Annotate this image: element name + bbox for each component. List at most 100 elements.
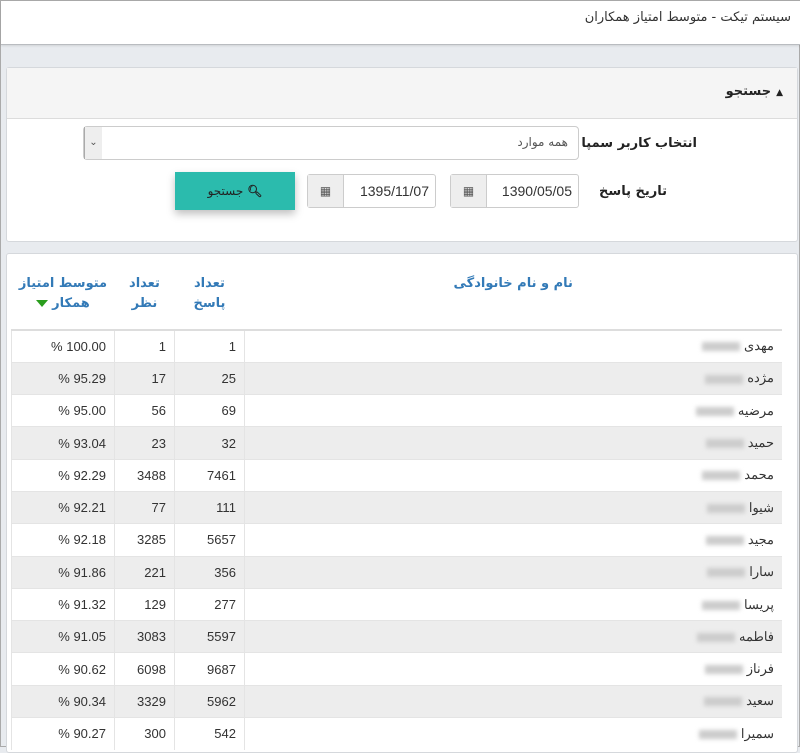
cell-views: 1 (113, 329, 175, 363)
employee-name: حمید (747, 435, 774, 451)
column-header-answers[interactable]: تعداد پاسخ (174, 260, 245, 331)
cell-views: 6098 (113, 652, 175, 686)
cell-answers: 69 (173, 394, 245, 427)
employee-name: مهدی (744, 338, 774, 354)
blurred-surname (702, 342, 741, 352)
cell-views: 3285 (113, 523, 175, 557)
cell-name: شیوا (243, 490, 782, 524)
chevron-up-icon: ▲ (776, 88, 783, 98)
blurred-surname (696, 632, 735, 642)
cell-name: محمد (243, 458, 782, 492)
blurred-surname (705, 374, 744, 384)
avg-header-line2: همکار (52, 296, 90, 311)
employee-name: سارا (749, 564, 774, 580)
search-panel: ▲ جستجو انتخاب کاربر سمپا همه موارد ⌄ تار… (6, 67, 798, 242)
cell-avg: % 90.34 (11, 684, 115, 718)
cell-name: فاطمه (243, 620, 782, 653)
cell-name: حمید (243, 426, 782, 460)
cell-answers: 7461 (173, 458, 245, 492)
blurred-surname (704, 665, 743, 675)
user-select-value: همه موارد (517, 135, 568, 149)
cell-name: مهدی (243, 329, 782, 363)
employee-name: سمیرا (740, 725, 774, 741)
cell-answers: 25 (173, 361, 245, 395)
cell-answers: 5962 (173, 684, 245, 718)
cell-answers: 277 (173, 587, 245, 621)
calendar-icon[interactable]: ▦ (451, 175, 487, 207)
table-row: پریسا 277 129 % 91.32 (11, 587, 782, 621)
cell-avg: % 100.00 (11, 329, 115, 363)
cell-avg: % 90.62 (11, 652, 115, 686)
calendar-icon[interactable]: ▦ (308, 175, 344, 207)
date-from-input[interactable]: ▦ 1390/05/05 (450, 174, 579, 208)
cell-name: سعید (243, 684, 782, 718)
cell-avg: % 91.32 (11, 587, 115, 621)
cell-views: 300 (113, 717, 175, 750)
cell-avg: % 93.04 (11, 426, 115, 460)
table-row: سمیرا 542 300 % 90.27 (11, 717, 782, 750)
table-row: سارا 356 221 % 91.86 (11, 555, 782, 589)
top-bar: سیستم تیکت - متوسط امتیاز همکاران (1, 1, 800, 45)
cell-name: سمیرا (243, 717, 782, 750)
search-button[interactable]: 🔍︎ جستجو (175, 172, 295, 210)
employee-name: مجید (747, 531, 774, 547)
employee-name: فرناز (746, 661, 774, 677)
cell-answers: 356 (173, 555, 245, 589)
date-to-value: 1395/11/07 (359, 183, 429, 199)
date-from-value: 1390/05/05 (501, 183, 572, 199)
cell-answers: 5657 (173, 523, 245, 557)
employee-name: پریسا (744, 596, 774, 612)
column-header-views[interactable]: تعداد نظر (114, 260, 175, 331)
avg-header-line1: متوسط امتیاز (18, 276, 108, 291)
cell-views: 17 (113, 361, 175, 395)
table-row: محمد 7461 3488 % 92.29 (11, 458, 782, 492)
column-header-name[interactable]: نام و نام خانوادگی (244, 260, 782, 331)
cell-views: 129 (113, 587, 175, 621)
cell-views: 3083 (113, 620, 175, 653)
cell-avg: % 90.27 (11, 717, 115, 750)
table-row: مژده 25 17 % 95.29 (11, 361, 782, 395)
cell-views: 77 (113, 490, 175, 524)
date-label: تاریخ پاسخ (599, 184, 667, 199)
cell-avg: % 95.00 (11, 394, 115, 427)
employee-name: سعید (746, 693, 774, 709)
blurred-surname (706, 503, 745, 513)
employee-name: شیوا (748, 499, 774, 515)
blurred-surname (695, 406, 734, 416)
table-row: حمید 32 23 % 93.04 (11, 426, 782, 460)
cell-name: مرضیه (243, 394, 782, 427)
table-row: مرضیه 69 56 % 95.00 (11, 394, 782, 427)
employee-name: مژده (747, 370, 774, 386)
views-header-line2: نظر (131, 296, 158, 311)
search-panel-header[interactable]: ▲ جستجو (7, 68, 797, 119)
cell-name: سارا (243, 555, 782, 589)
column-header-avg[interactable]: متوسط امتیاز همکار (11, 260, 115, 331)
blurred-surname (702, 471, 741, 481)
cell-name: پریسا (243, 587, 782, 621)
results-table: نام و نام خانوادگی تعداد پاسخ تعداد نظر مت… (11, 260, 782, 750)
cell-avg: % 95.29 (11, 361, 115, 395)
cell-answers: 1 (173, 329, 245, 363)
date-to-input[interactable]: ▦ 1395/11/07 (307, 174, 436, 208)
user-select[interactable]: همه موارد ⌄ (83, 126, 579, 160)
cell-avg: % 91.86 (11, 555, 115, 589)
cell-views: 56 (113, 394, 175, 427)
search-button-label: جستجو (207, 184, 244, 198)
answers-header-line2: پاسخ (193, 296, 226, 311)
user-select-label: انتخاب کاربر سمپا (581, 136, 697, 151)
cell-views: 23 (113, 426, 175, 460)
blurred-surname (707, 568, 746, 578)
sort-desc-icon[interactable] (36, 300, 49, 307)
answers-header-line1: تعداد (194, 276, 225, 291)
cell-avg: % 92.29 (11, 458, 115, 492)
cell-name: مژده (243, 361, 782, 395)
cell-answers: 5597 (173, 620, 245, 653)
cell-avg: % 92.18 (11, 523, 115, 557)
chevron-down-icon[interactable]: ⌄ (84, 127, 102, 159)
cell-avg: % 91.05 (11, 620, 115, 653)
cell-answers: 542 (173, 717, 245, 750)
cell-answers: 32 (173, 426, 245, 460)
blurred-surname (702, 600, 741, 610)
table-row: شیوا 111 77 % 92.21 (11, 490, 782, 524)
search-panel-title: جستجو (725, 84, 772, 99)
